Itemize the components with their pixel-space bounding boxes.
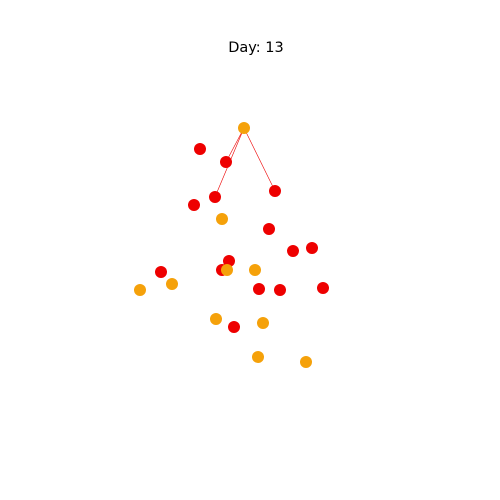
node-orange [210, 313, 222, 325]
node-red [317, 282, 329, 294]
node-orange [252, 351, 264, 363]
node-red [269, 185, 281, 197]
node-red [194, 143, 206, 155]
node-red [274, 284, 286, 296]
node-red [228, 321, 240, 333]
node-red [263, 223, 275, 235]
node-red [223, 255, 235, 267]
node-red [306, 242, 318, 254]
node-red [287, 245, 299, 257]
node-red [220, 156, 232, 168]
nodes-layer [134, 122, 329, 368]
node-red [209, 191, 221, 203]
node-red [155, 266, 167, 278]
node-orange [134, 284, 146, 296]
node-orange [238, 122, 250, 134]
link-line [225, 127, 245, 163]
node-orange [249, 264, 261, 276]
node-orange [216, 213, 228, 225]
node-orange [166, 278, 178, 290]
node-red [253, 283, 265, 295]
node-red [188, 199, 200, 211]
node-orange [221, 264, 233, 276]
figure-title: Day: 13 [228, 40, 284, 56]
node-orange [300, 356, 312, 368]
link-line [243, 127, 276, 192]
node-orange [257, 317, 269, 329]
